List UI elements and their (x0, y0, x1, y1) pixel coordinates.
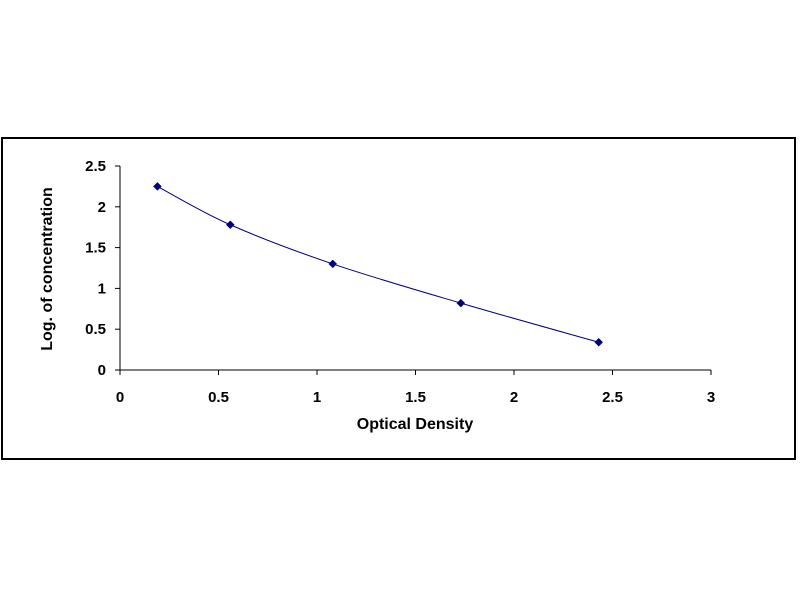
x-tick-label: 2.5 (602, 389, 623, 406)
data-point-diamond (456, 298, 466, 308)
chart-frame (1, 137, 796, 460)
x-tick-label: 0 (116, 389, 124, 406)
x-tick-label: 3 (707, 389, 715, 406)
axes (119, 166, 711, 371)
y-tick-label: 0 (98, 362, 106, 379)
x-tick-label: 1.5 (405, 389, 426, 406)
tick-marks (115, 165, 712, 375)
trend-curve (157, 185, 599, 343)
x-axis-title: Optical Density (357, 416, 474, 433)
y-tick-label: 1 (98, 280, 106, 297)
y-tick-label: 1.5 (85, 240, 106, 257)
x-tick-label: 0.5 (208, 389, 229, 406)
y-axis-title: Log. of concentration (39, 187, 56, 351)
data-point-diamond (225, 220, 235, 230)
y-tick-label: 2.5 (85, 158, 106, 175)
data-point-diamond (153, 182, 162, 191)
data-point-diamond (594, 337, 604, 347)
tick-labels: 0 0.5 1 1.5 2 2.5 3 0 0.5 1 1.5 2 2.5 (85, 158, 715, 406)
data-points (153, 182, 604, 347)
trend-curve-layer (157, 185, 599, 343)
x-tick-label: 2 (510, 389, 518, 406)
data-point-diamond (328, 259, 338, 269)
y-tick-label: 0.5 (85, 321, 106, 338)
y-tick-label: 2 (98, 199, 106, 216)
x-tick-label: 1 (313, 389, 321, 406)
